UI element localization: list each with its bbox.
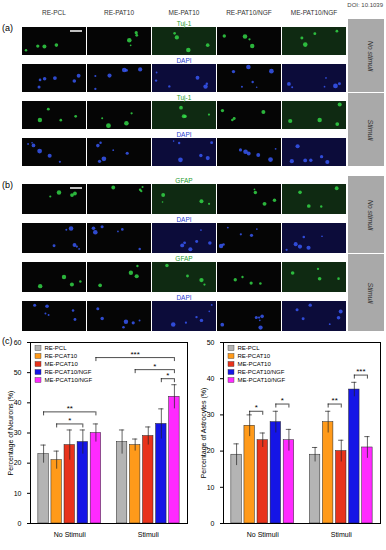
svg-text:ME-PCAT10: ME-PCAT10 [238, 361, 272, 367]
svg-text:RE-PCAT10/NGF: RE-PCAT10/NGF [238, 369, 285, 375]
svg-text:RE-PCAT10: RE-PCAT10 [238, 353, 271, 359]
svg-text:GFAP: GFAP [175, 177, 192, 184]
svg-text:No stimuli: No stimuli [367, 41, 374, 72]
svg-text:No stimuli: No stimuli [367, 200, 374, 231]
svg-text:RE-PAT10: RE-PAT10 [104, 9, 134, 16]
svg-text:RE-PCL: RE-PCL [238, 345, 261, 351]
svg-text:Tuj-1: Tuj-1 [177, 20, 192, 28]
svg-text:*: * [166, 371, 169, 380]
svg-text:**: ** [67, 404, 73, 413]
svg-text:Percentage of Astrocytes (%): Percentage of Astrocytes (%) [200, 388, 208, 479]
svg-text:Stimuli: Stimuli [331, 531, 352, 538]
svg-text:ME-PAT10: ME-PAT10 [169, 9, 200, 16]
svg-text:DAPI: DAPI [176, 216, 191, 223]
svg-text:ME-PCAT10/NGF: ME-PCAT10/NGF [238, 377, 286, 383]
svg-text:**: ** [332, 396, 338, 405]
svg-text:RE-PCAT10: RE-PCAT10 [45, 353, 78, 359]
svg-text:30: 30 [207, 411, 215, 418]
svg-text:50: 50 [14, 369, 22, 376]
svg-text:(b): (b) [2, 180, 13, 190]
svg-text:30: 30 [14, 429, 22, 436]
svg-text:*: * [281, 396, 284, 405]
svg-text:RE-PCAT10/NGF: RE-PCAT10/NGF [45, 369, 92, 375]
svg-text:DAPI: DAPI [176, 294, 191, 301]
svg-text:Stimuli: Stimuli [138, 531, 159, 538]
svg-text:***: *** [356, 367, 365, 376]
html-text:(c): (c) [2, 336, 13, 346]
svg-text:DAPI: DAPI [176, 57, 191, 64]
svg-text:GFAP: GFAP [175, 255, 192, 262]
svg-text:60: 60 [14, 339, 22, 346]
svg-text:*: * [153, 362, 156, 371]
svg-text:40: 40 [207, 375, 215, 382]
svg-text:No Stimuli: No Stimuli [247, 531, 279, 538]
svg-text:Tuj-1: Tuj-1 [177, 94, 192, 102]
svg-text:ME-PCAT10: ME-PCAT10 [45, 361, 79, 367]
svg-text:RE-PCL: RE-PCL [45, 345, 68, 351]
svg-text:*: * [68, 416, 71, 425]
svg-text:*: * [255, 403, 258, 412]
svg-text:50: 50 [207, 339, 215, 346]
svg-text:10: 10 [207, 484, 215, 491]
svg-text:10: 10 [14, 490, 22, 497]
svg-text:ME-PAT10/NGF: ME-PAT10/NGF [291, 9, 337, 16]
svg-text:ME-PCAT10/NGF: ME-PCAT10/NGF [45, 377, 93, 383]
svg-text:20: 20 [207, 447, 215, 454]
svg-text:Percentage of Neurons (%): Percentage of Neurons (%) [7, 391, 15, 476]
svg-text:Stimuli: Stimuli [367, 119, 374, 140]
svg-text:DOI: 10.1039: DOI: 10.1039 [347, 2, 383, 8]
svg-text:0: 0 [18, 520, 22, 527]
svg-text:(a): (a) [2, 23, 13, 33]
svg-text:RE-PCL: RE-PCL [42, 9, 66, 16]
svg-text:40: 40 [14, 399, 22, 406]
svg-text:20: 20 [14, 459, 22, 466]
svg-text:DAPI: DAPI [176, 131, 191, 138]
svg-text:***: *** [130, 350, 139, 359]
svg-text:0: 0 [211, 520, 215, 527]
svg-text:No Stimuli: No Stimuli [54, 531, 86, 538]
svg-text:RE-PAT10/NGF: RE-PAT10/NGF [226, 9, 272, 16]
svg-text:Stimuli: Stimuli [367, 282, 374, 303]
